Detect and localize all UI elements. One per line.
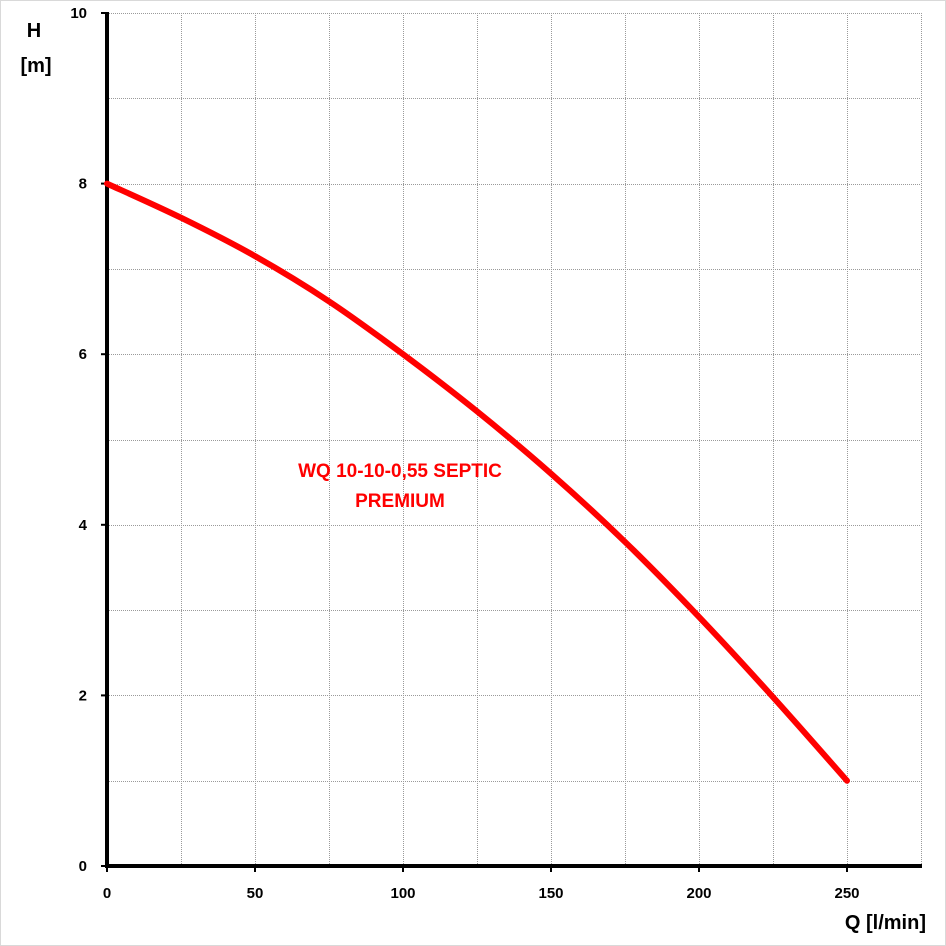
y-tick-label: 0 — [79, 858, 87, 875]
x-tick-label: 200 — [686, 885, 711, 902]
y-tick-label: 8 — [79, 176, 87, 193]
y-axis-title-line1: H — [27, 20, 41, 42]
series-label-line1: WQ 10-10-0,55 SEPTIC — [298, 461, 502, 482]
y-tick-label: 2 — [79, 687, 87, 704]
x-tick-label: 150 — [538, 885, 563, 902]
y-tick-label: 6 — [79, 346, 87, 363]
series-group — [104, 180, 850, 784]
x-tick-label: 50 — [247, 885, 264, 902]
x-tick-label: 100 — [390, 885, 415, 902]
y-tick-labels: 0 2 4 6 8 10 — [70, 5, 87, 875]
grid — [107, 13, 922, 866]
series-label-line2: PREMIUM — [355, 491, 445, 512]
x-tick-label: 250 — [834, 885, 859, 902]
x-tick-labels: 0 50 100 150 200 250 — [103, 885, 860, 902]
series-line-0 — [104, 180, 850, 784]
y-tick-label: 10 — [70, 5, 87, 22]
x-axis-title: Q [l/min] — [845, 912, 926, 934]
y-axis-title-line2: [m] — [20, 55, 51, 77]
axes — [101, 12, 922, 872]
y-tick-label: 4 — [79, 517, 88, 534]
x-tick-label: 0 — [103, 885, 111, 902]
